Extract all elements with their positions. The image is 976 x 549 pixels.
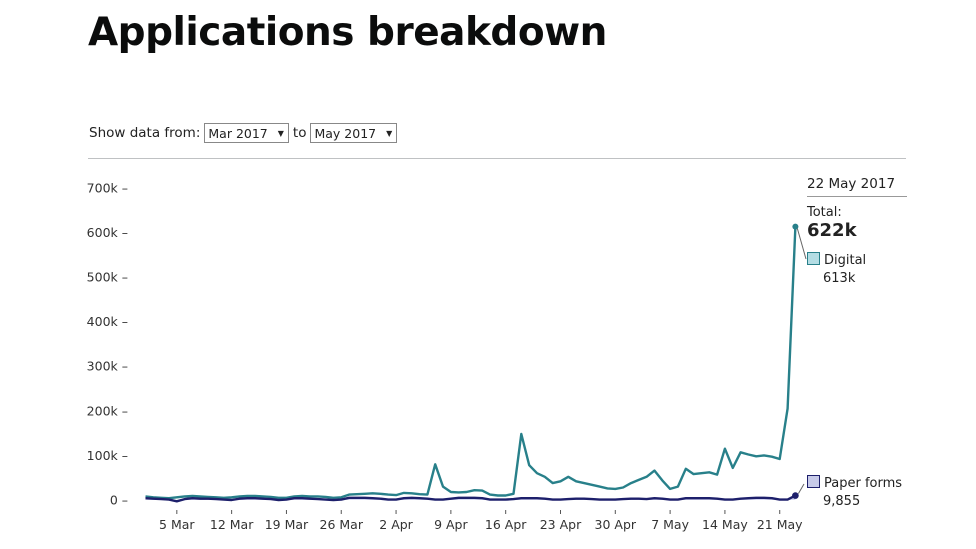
x-tick-label: 12 Mar	[210, 517, 254, 532]
paper-forms-series-line[interactable]	[145, 494, 796, 503]
paper-forms-swatch-icon	[807, 475, 820, 488]
x-tick-label: 9 Apr	[434, 517, 468, 532]
y-tick-label: 200k –	[87, 403, 128, 418]
x-tick-label: 26 Mar	[320, 517, 364, 532]
x-tick-label: 5 Mar	[159, 517, 195, 532]
to-label: to	[292, 125, 307, 141]
digital-swatch-icon	[807, 252, 820, 265]
x-tick-label: 30 Apr	[595, 517, 637, 532]
digital-leader-line	[796, 228, 807, 260]
x-tick-label: 16 Apr	[485, 517, 527, 532]
y-tick-label: 500k –	[87, 270, 128, 285]
legend-paper-forms: Paper forms 9,855	[807, 475, 902, 511]
x-tick-label: 21 May	[757, 517, 803, 532]
x-tick-label: 19 Mar	[265, 517, 309, 532]
x-tick-label: 2 Apr	[379, 517, 413, 532]
y-tick-label: 100k –	[87, 448, 128, 463]
legend-paper-value: 9,855	[823, 494, 861, 509]
legend-digital: Digital 613k	[807, 252, 866, 288]
digital-series-line[interactable]	[145, 226, 797, 500]
legend-digital-label: Digital	[824, 253, 867, 268]
y-tick-label: 300k –	[87, 359, 128, 374]
legend-paper-label: Paper forms	[824, 476, 903, 491]
tooltip-date: 22 May 2017	[807, 176, 907, 197]
to-month-value: May 2017	[314, 125, 377, 141]
x-tick-label: 23 Apr	[540, 517, 582, 532]
tooltip-total-value: 622k	[807, 220, 857, 241]
x-tick-label: 7 May	[651, 517, 689, 532]
page-title: Applications breakdown	[88, 10, 607, 55]
paper-leader-line	[797, 483, 805, 494]
y-tick-label: 0 –	[110, 493, 128, 508]
legend-digital-value: 613k	[823, 271, 856, 286]
filter-divider	[88, 158, 906, 159]
to-month-select[interactable]: May 2017 ▼	[310, 123, 398, 143]
date-range-filter: Show data from: Mar 2017 ▼ to May 2017 ▼	[89, 123, 398, 143]
filter-label: Show data from:	[89, 125, 201, 141]
paper-hover-point	[792, 492, 799, 499]
y-tick-label: 600k –	[87, 225, 128, 240]
dropdown-arrow-icon: ▼	[386, 128, 393, 138]
y-tick-label: 700k –	[87, 180, 128, 195]
dropdown-arrow-icon: ▼	[277, 128, 284, 138]
digital-hover-point	[792, 223, 799, 230]
x-axis: 5 Mar 12 Mar 19 Mar 26 Mar 2 Apr 9 Apr 16 Apr 2…	[159, 510, 803, 532]
y-tick-label: 400k –	[87, 314, 128, 329]
y-axis: 0 – 100k – 200k – 300k – 400k – 500k – 600k – 7…	[87, 180, 128, 507]
x-tick-label: 14 May	[702, 517, 748, 532]
tooltip-total-label: Total:	[807, 205, 842, 220]
hover-tooltip: 22 May 2017 Total: 622k	[807, 176, 907, 241]
from-month-select[interactable]: Mar 2017 ▼	[204, 123, 289, 143]
from-month-value: Mar 2017	[208, 125, 268, 141]
